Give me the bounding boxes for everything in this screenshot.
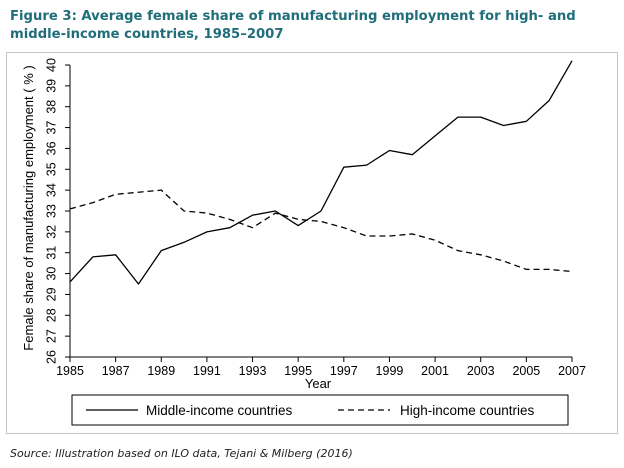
y-tick-label: 26 [44, 350, 58, 364]
x-tick-label: 1991 [193, 364, 221, 378]
y-tick-label: 29 [44, 287, 58, 301]
x-tick-label: 2007 [558, 364, 586, 378]
y-tick-label: 38 [44, 100, 58, 114]
y-tick-label: 30 [44, 267, 58, 281]
x-tick-label: 2001 [421, 364, 449, 378]
x-tick-label: 1989 [147, 364, 175, 378]
x-tick-label: 1993 [239, 364, 267, 378]
y-axis-label: Female share of manufacturing employment… [21, 65, 36, 350]
x-tick-label: 1999 [376, 364, 404, 378]
x-axis-label: Year [305, 376, 332, 391]
y-tick-label: 34 [44, 183, 58, 197]
y-tick-label: 35 [44, 162, 58, 176]
series-lines [69, 60, 573, 285]
y-tick-label: 33 [44, 204, 58, 218]
y-tick-label: 37 [44, 121, 58, 135]
legend: Middle-income countries High-income coun… [71, 394, 569, 426]
x-tick-label: 1987 [102, 364, 130, 378]
y-tick-label: 40 [44, 58, 58, 72]
y-tick-label: 32 [44, 225, 58, 239]
x-tick-label: 1995 [284, 364, 312, 378]
y-tick-label: 36 [44, 141, 58, 155]
legend-label-high-income: High-income countries [400, 403, 535, 418]
axes [65, 64, 573, 362]
series-line-middle-income [69, 60, 573, 285]
y-tick-label: 28 [44, 308, 58, 322]
x-tick-label: 1985 [56, 364, 84, 378]
x-tick-label: 1997 [330, 364, 358, 378]
series-line-high-income [69, 189, 573, 273]
figure-title: Figure 3: Average female share of manufa… [10, 9, 576, 42]
tick-labels: 26 27 28 29 30 31 32 33 34 35 36 37 38 39 40 1985 1987 19… [44, 58, 586, 378]
x-tick-label: 2003 [467, 364, 495, 378]
y-tick-label: 39 [44, 79, 58, 93]
legend-box [71, 394, 569, 426]
legend-label-middle-income: Middle-income countries [146, 403, 293, 418]
y-tick-label: 27 [44, 329, 58, 343]
source-note: Source: Illustration based on ILO data, … [10, 447, 353, 460]
x-tick-label: 2005 [512, 364, 540, 378]
y-tick-label: 31 [44, 246, 58, 260]
